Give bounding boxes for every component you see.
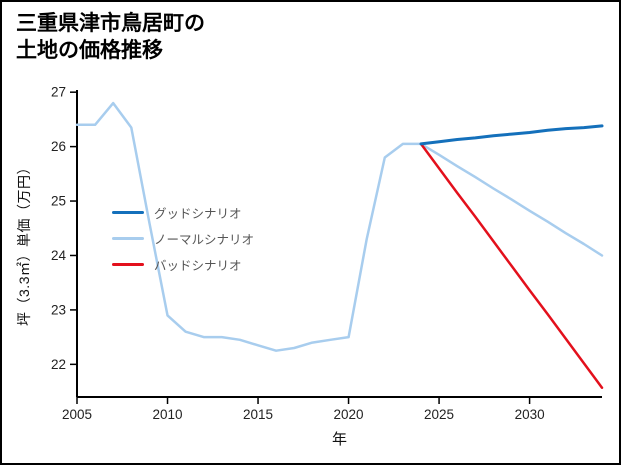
legend-item-good-scenario: グッドシナリオ	[112, 199, 254, 225]
x-tick-label: 2010	[152, 407, 182, 422]
bad-scenario-line	[419, 142, 604, 389]
y-tick-label: 25	[51, 194, 66, 209]
legend-item-normal-scenario: ノーマルシナリオ	[112, 225, 254, 251]
y-tick-label: 26	[51, 139, 66, 154]
x-tick-label: 2020	[334, 407, 364, 422]
chart-legend: グッドシナリオ ノーマルシナリオ バッドシナリオ	[112, 199, 254, 277]
legend-item-bad-scenario: バッドシナリオ	[112, 251, 254, 277]
y-tick-label: 23	[51, 302, 66, 317]
bad-scenario-legend-label: バッドシナリオ	[154, 258, 242, 273]
good-scenario-legend-swatch	[112, 210, 144, 214]
normal-scenario-line	[75, 101, 604, 352]
x-tick-label: 2015	[243, 407, 273, 422]
x-tick-label: 2030	[515, 407, 545, 422]
bad-scenario-legend-swatch	[112, 262, 144, 266]
normal-scenario-legend-label: ノーマルシナリオ	[154, 232, 255, 247]
normal-scenario-legend-swatch	[112, 236, 144, 240]
x-axis-label: 年	[331, 431, 347, 448]
x-tick-label: 2005	[62, 407, 92, 422]
y-tick-label: 24	[51, 248, 67, 263]
y-tick-label: 27	[51, 85, 66, 100]
good-scenario-line	[419, 124, 604, 146]
good-scenario-legend-label: グッドシナリオ	[154, 206, 242, 221]
x-tick-label: 2025	[424, 407, 454, 422]
y-tick-label: 22	[51, 357, 66, 372]
chart-title: 三重県津市鳥居町の 土地の価格推移	[16, 12, 205, 63]
